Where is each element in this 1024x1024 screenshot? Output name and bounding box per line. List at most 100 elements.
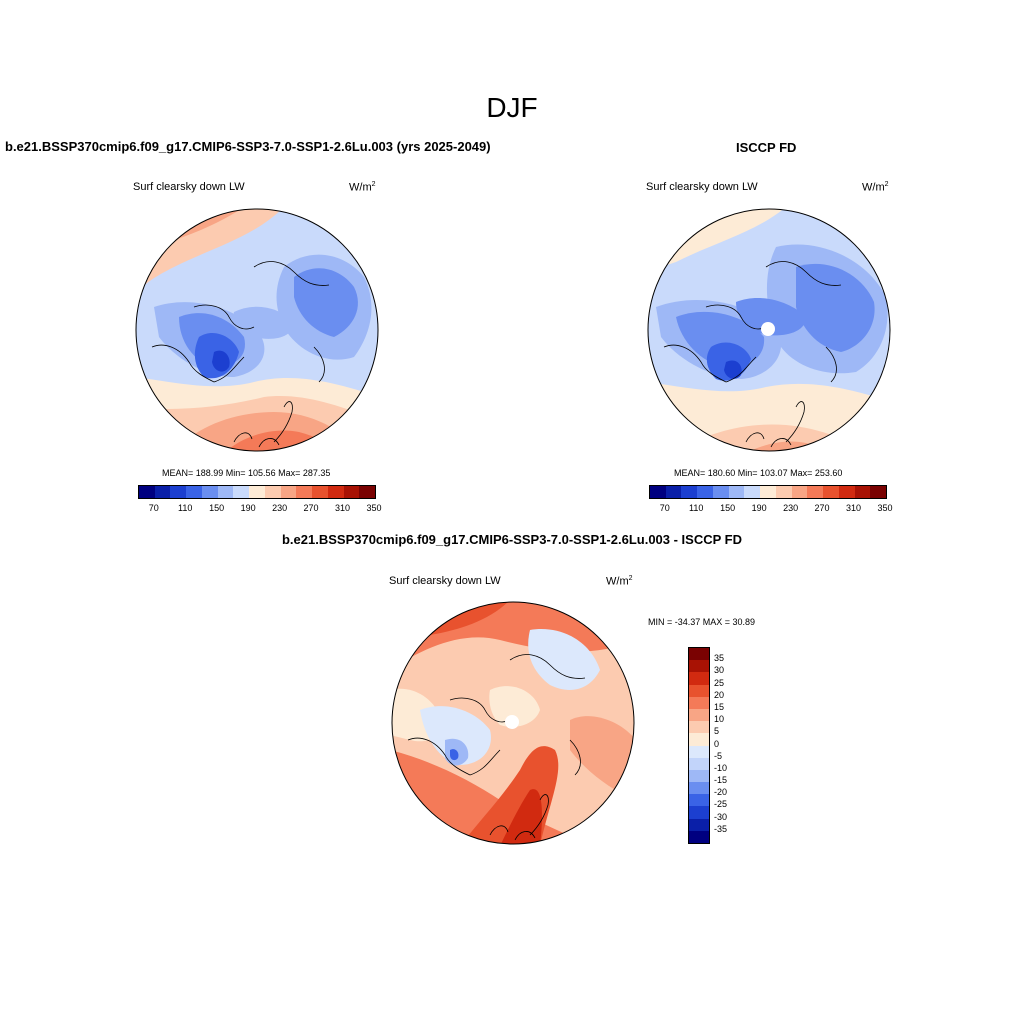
obs-colorbar-cell	[712, 486, 729, 498]
obs-colorbar-cell	[744, 486, 761, 498]
model-colorbar-cell	[327, 486, 344, 498]
obs-colorbar-cell	[854, 486, 871, 498]
diff-units: W/m2	[606, 575, 633, 588]
obs-colorbar-cell	[697, 486, 713, 498]
diff-colorbar-tick-label: 35	[714, 653, 725, 664]
model-colorbar-tick-label: 350	[366, 503, 382, 513]
diff-colorbar-tick-label: -20	[714, 787, 728, 798]
diff-colorbar-cell	[689, 745, 709, 758]
diff-colorbar-cell	[689, 757, 709, 770]
diff-colorbar	[688, 647, 710, 844]
diff-colorbar-tick-label: 15	[714, 701, 725, 712]
obs-colorbar	[649, 485, 887, 499]
pole-hole	[761, 322, 775, 336]
obs-stats: MEAN= 180.60 Min= 103.07 Max= 253.60	[674, 468, 843, 478]
diff-stats: MIN = -34.37 MAX = 30.89	[648, 617, 756, 627]
obs-colorbar-cell	[665, 486, 682, 498]
diff-colorbar-tick-label: -30	[714, 811, 728, 822]
diff-colorbar-cell	[689, 708, 709, 722]
diff-colorbar-tick-label: -15	[714, 775, 728, 786]
diff-colorbar-cell	[689, 769, 709, 783]
model-panel-title: b.e21.BSSP370cmip6.f09_g17.CMIP6-SSP3-7.…	[5, 139, 491, 154]
obs-units: W/m2	[862, 181, 889, 194]
model-colorbar-cell	[217, 486, 234, 498]
diff-colorbar-cell	[689, 672, 709, 685]
model-colorbar-tick-label: 70	[148, 503, 159, 513]
obs-colorbar-cell	[650, 486, 666, 498]
model-colorbar-cell	[154, 486, 171, 498]
obs-colorbar-cell	[838, 486, 855, 498]
diff-colorbar-cell	[689, 830, 709, 843]
diff-colorbar-tick-label: 30	[714, 665, 725, 676]
obs-colorbar-cell	[775, 486, 792, 498]
obs-field-label: Surf clearsky down LW	[646, 181, 758, 193]
diff-colorbar-tick-label: -25	[714, 799, 728, 810]
model-colorbar-tick-label: 190	[240, 503, 256, 513]
figure-title: DJF	[486, 92, 538, 123]
diff-colorbar-tick-label: 10	[714, 714, 725, 725]
model-colorbar-tick-label: 150	[209, 503, 225, 513]
obs-colorbar-cell	[807, 486, 824, 498]
obs-colorbar-tick-label: 230	[783, 503, 799, 513]
model-colorbar-cell	[201, 486, 218, 498]
obs-colorbar-labels: 70 110 150 190 230 270 310 350	[649, 503, 893, 515]
obs-colorbar-tick-label: 270	[814, 503, 830, 513]
model-colorbar-cell	[186, 486, 202, 498]
pole-hole	[505, 715, 519, 729]
obs-colorbar-cell	[870, 486, 887, 498]
obs-colorbar-tick-label: 310	[846, 503, 862, 513]
diff-colorbar-cell	[689, 660, 709, 673]
diff-colorbar-cell	[689, 794, 709, 807]
diff-panel-title: b.e21.BSSP370cmip6.f09_g17.CMIP6-SSP3-7.…	[281, 532, 742, 547]
model-polar-map	[135, 208, 379, 452]
model-colorbar	[138, 485, 376, 499]
model-stats: MEAN= 188.99 Min= 105.56 Max= 287.35	[162, 468, 331, 478]
model-colorbar-tick-label: 310	[335, 503, 351, 513]
diff-colorbar-labels: 35 30 25 20 15 10 5 0 -5 -10 -15 -20 -25 -30 -35	[714, 647, 754, 842]
obs-panel-title: ISCCP FD	[736, 140, 797, 155]
model-colorbar-cell	[170, 486, 187, 498]
obs-colorbar-cell	[681, 486, 698, 498]
diff-colorbar-cell	[689, 648, 709, 661]
model-colorbar-cell	[359, 486, 376, 498]
obs-colorbar-cell	[760, 486, 776, 498]
diff-colorbar-cell	[689, 782, 709, 795]
obs-colorbar-tick-label: 150	[720, 503, 736, 513]
model-colorbar-cell	[280, 486, 297, 498]
diff-colorbar-tick-label: 5	[714, 726, 720, 737]
model-colorbar-labels: 70 110 150 190 230 270 310 350	[138, 503, 382, 515]
model-colorbar-cell	[343, 486, 360, 498]
model-colorbar-cell	[249, 486, 265, 498]
model-field-label: Surf clearsky down LW	[133, 181, 245, 193]
diff-colorbar-tick-label: 20	[714, 689, 725, 700]
obs-colorbar-cell	[728, 486, 745, 498]
obs-colorbar-tick-label: 110	[689, 503, 704, 513]
obs-colorbar-tick-label: 70	[659, 503, 670, 513]
diff-colorbar-cell	[689, 721, 709, 734]
diff-colorbar-cell	[689, 733, 709, 746]
diff-colorbar-tick-label: -5	[714, 750, 723, 761]
model-colorbar-tick-label: 270	[303, 503, 319, 513]
model-colorbar-cell	[296, 486, 313, 498]
diff-field-label: Surf clearsky down LW	[389, 575, 501, 587]
diff-colorbar-tick-label: -35	[714, 823, 728, 834]
diff-colorbar-tick-label: 0	[714, 738, 720, 749]
obs-colorbar-tick-label: 190	[751, 503, 767, 513]
obs-colorbar-cell	[823, 486, 839, 498]
obs-colorbar-cell	[791, 486, 808, 498]
diff-polar-map	[391, 601, 635, 845]
obs-polar-map	[647, 208, 891, 452]
model-colorbar-cell	[233, 486, 250, 498]
model-colorbar-cell	[264, 486, 281, 498]
model-colorbar-cell	[139, 486, 155, 498]
diff-colorbar-cell	[689, 684, 709, 697]
diff-colorbar-tick-label: 25	[714, 677, 725, 688]
model-units: W/m2	[349, 181, 376, 194]
model-colorbar-cell	[312, 486, 328, 498]
model-colorbar-tick-label: 110	[178, 503, 193, 513]
diff-colorbar-cell	[689, 818, 709, 831]
model-colorbar-tick-label: 230	[272, 503, 288, 513]
diff-colorbar-tick-label: -10	[714, 762, 728, 773]
diff-colorbar-cell	[689, 806, 709, 819]
obs-colorbar-tick-label: 350	[877, 503, 893, 513]
